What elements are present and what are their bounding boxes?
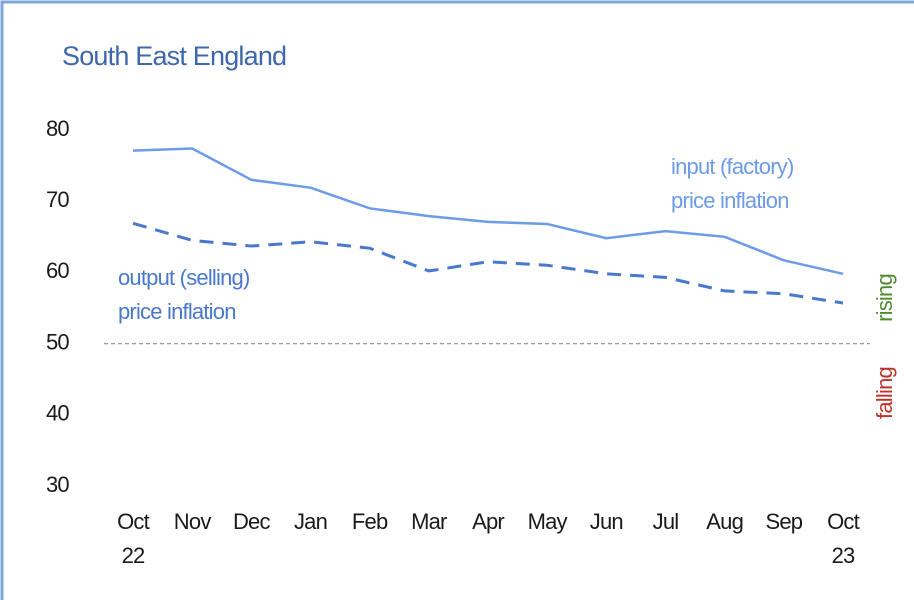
x-tick-label: Feb [352,509,388,534]
x-tick-label: Sep [765,509,802,534]
x-tick-label: Oct 23 [827,509,860,568]
chart-title: South East England [62,41,286,71]
y-tick-label: 40 [46,401,69,426]
series-label: output (selling) price inflation [118,265,250,324]
series-line [132,147,844,276]
x-tick-label: Jan [294,509,327,534]
x-tick-label: Jul [653,509,679,534]
above-label: rising [872,274,897,322]
x-tick-label: Aug [706,509,743,534]
x-tick-label: Oct 22 [117,509,150,568]
y-tick-label: 30 [46,472,69,497]
y-tick-label: 80 [46,116,69,141]
x-tick-label: May [528,509,568,534]
x-tick-label: Mar [411,509,447,534]
below-label: falling [872,367,897,419]
y-tick-label: 70 [46,187,69,212]
x-tick-label: Jun [590,509,623,534]
x-tick-label: Nov [174,509,212,534]
x-tick-label: Apr [472,509,504,534]
series-line [132,221,844,305]
y-tick-label: 50 [46,329,69,354]
series-label: input (factory) price inflation [671,154,794,213]
x-tick-label: Dec [233,509,271,534]
y-tick-label: 60 [46,258,69,283]
